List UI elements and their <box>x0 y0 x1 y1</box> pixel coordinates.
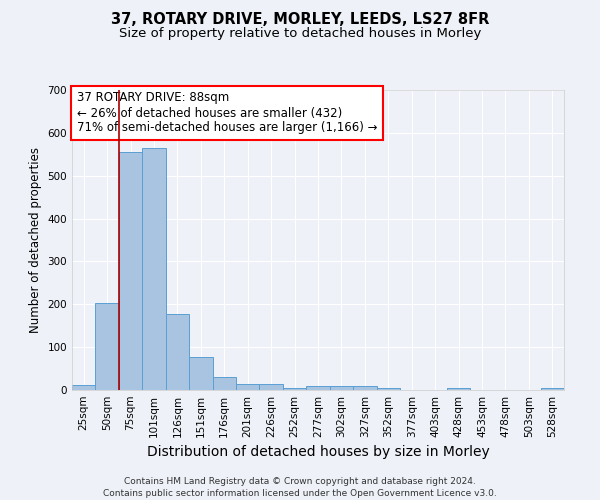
Text: 37, ROTARY DRIVE, MORLEY, LEEDS, LS27 8FR: 37, ROTARY DRIVE, MORLEY, LEEDS, LS27 8F… <box>111 12 489 28</box>
Bar <box>283 388 306 390</box>
Bar <box>330 386 353 390</box>
Y-axis label: Number of detached properties: Number of detached properties <box>29 147 42 333</box>
Bar <box>353 386 377 390</box>
Bar <box>236 384 259 390</box>
Bar <box>306 386 330 390</box>
Bar <box>447 388 470 390</box>
Text: Size of property relative to detached houses in Morley: Size of property relative to detached ho… <box>119 28 481 40</box>
Bar <box>259 384 283 390</box>
Bar <box>95 302 119 390</box>
Bar <box>377 388 400 390</box>
Text: 37 ROTARY DRIVE: 88sqm
← 26% of detached houses are smaller (432)
71% of semi-de: 37 ROTARY DRIVE: 88sqm ← 26% of detached… <box>77 92 377 134</box>
Bar <box>541 388 564 390</box>
Bar <box>166 314 189 390</box>
Bar <box>189 356 212 390</box>
X-axis label: Distribution of detached houses by size in Morley: Distribution of detached houses by size … <box>146 446 490 460</box>
Bar <box>212 377 236 390</box>
Text: Contains HM Land Registry data © Crown copyright and database right 2024.
Contai: Contains HM Land Registry data © Crown c… <box>103 476 497 498</box>
Bar <box>142 148 166 390</box>
Bar <box>72 385 95 390</box>
Bar <box>119 152 142 390</box>
